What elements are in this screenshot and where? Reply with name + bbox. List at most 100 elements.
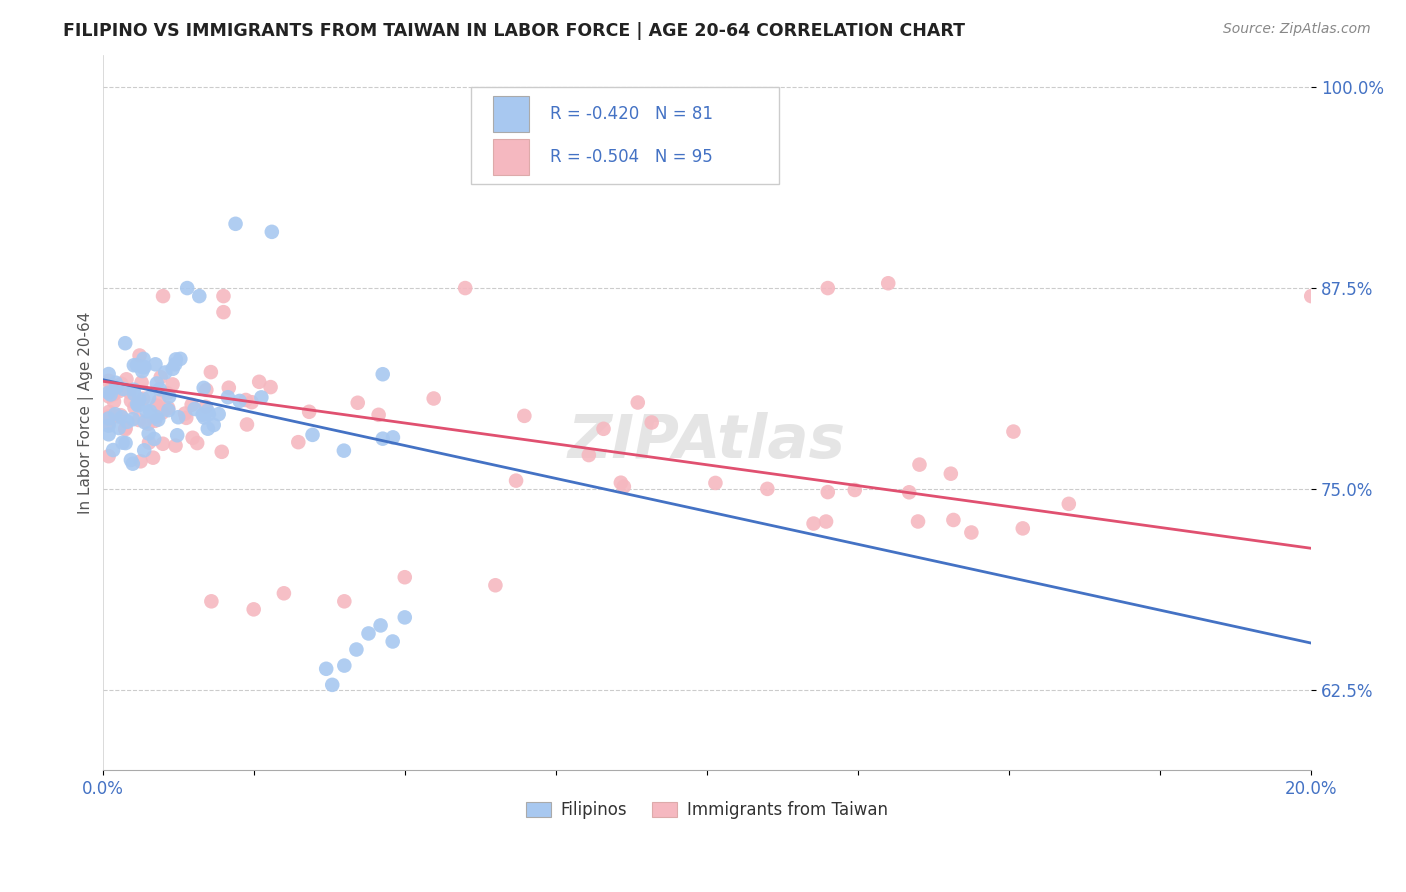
Point xyxy=(122,387,145,401)
Point xyxy=(97,411,120,425)
Point xyxy=(610,475,633,490)
Point xyxy=(641,416,664,430)
Point xyxy=(131,364,153,378)
Point xyxy=(152,436,174,450)
Point xyxy=(149,382,172,396)
Point xyxy=(180,398,202,412)
Point xyxy=(97,417,120,431)
Point xyxy=(236,417,259,432)
Point xyxy=(97,449,120,463)
Point xyxy=(259,380,281,394)
Point xyxy=(97,418,120,433)
Point xyxy=(381,634,404,648)
Point xyxy=(143,414,166,428)
Point xyxy=(247,375,270,389)
Point xyxy=(114,421,136,435)
Point xyxy=(287,435,309,450)
Point xyxy=(134,443,156,458)
Point xyxy=(132,351,155,366)
Point xyxy=(803,516,825,531)
Point xyxy=(260,225,283,239)
Point xyxy=(131,376,153,390)
Point xyxy=(122,358,145,372)
Point xyxy=(138,426,160,441)
Point xyxy=(183,401,205,416)
Point xyxy=(148,393,170,408)
Point xyxy=(97,367,120,381)
Point xyxy=(157,403,180,417)
Legend: Filipinos, Immigrants from Taiwan: Filipinos, Immigrants from Taiwan xyxy=(519,795,894,826)
Point xyxy=(128,349,150,363)
Point xyxy=(101,386,124,401)
Point xyxy=(122,412,145,426)
Point xyxy=(120,393,142,408)
Point xyxy=(939,467,962,481)
Point xyxy=(817,281,839,295)
Point xyxy=(156,386,179,401)
Point xyxy=(198,407,221,421)
Point xyxy=(333,658,356,673)
Point xyxy=(194,400,217,414)
Point xyxy=(627,395,650,409)
Bar xyxy=(494,139,529,175)
Point xyxy=(134,359,156,374)
Point xyxy=(103,394,125,409)
Point xyxy=(898,485,921,500)
Point xyxy=(97,374,120,388)
Point xyxy=(371,432,394,446)
Point xyxy=(108,421,131,435)
Point xyxy=(235,392,257,407)
Point xyxy=(122,383,145,397)
Point xyxy=(176,281,198,295)
Point xyxy=(907,515,929,529)
Point xyxy=(211,445,233,459)
Point xyxy=(165,439,187,453)
Point xyxy=(218,381,240,395)
Point xyxy=(200,594,222,608)
Point xyxy=(118,385,141,400)
Point xyxy=(174,407,197,421)
Point xyxy=(704,475,727,490)
Point xyxy=(188,289,211,303)
Point xyxy=(103,383,125,397)
Point xyxy=(942,513,965,527)
Text: R = -0.420   N = 81: R = -0.420 N = 81 xyxy=(550,105,713,123)
Point xyxy=(105,380,128,394)
Point xyxy=(165,352,187,367)
Point xyxy=(146,399,169,413)
Point xyxy=(107,384,129,399)
Y-axis label: In Labor Force | Age 20-64: In Labor Force | Age 20-64 xyxy=(79,311,94,514)
Point xyxy=(346,396,368,410)
Point xyxy=(381,430,404,444)
Point xyxy=(960,525,983,540)
Point xyxy=(908,458,931,472)
Point xyxy=(132,360,155,375)
Text: R = -0.504   N = 95: R = -0.504 N = 95 xyxy=(550,148,713,166)
Point xyxy=(877,277,900,291)
Point xyxy=(110,408,132,422)
Point xyxy=(97,389,120,403)
Point xyxy=(191,408,214,422)
Point xyxy=(97,409,120,424)
Point xyxy=(166,428,188,442)
Point xyxy=(225,217,247,231)
Point xyxy=(181,431,204,445)
Point xyxy=(371,368,394,382)
Point xyxy=(162,361,184,376)
Point xyxy=(148,412,170,426)
Point xyxy=(217,390,239,404)
Point xyxy=(111,410,134,425)
Point xyxy=(111,435,134,450)
Point xyxy=(152,289,174,303)
Point xyxy=(193,410,215,425)
Point xyxy=(250,391,273,405)
Point xyxy=(114,422,136,436)
Point xyxy=(333,443,356,458)
Text: FILIPINO VS IMMIGRANTS FROM TAIWAN IN LABOR FORCE | AGE 20-64 CORRELATION CHART: FILIPINO VS IMMIGRANTS FROM TAIWAN IN LA… xyxy=(63,22,966,40)
Point xyxy=(121,457,143,471)
Point xyxy=(115,415,138,429)
Point xyxy=(107,409,129,424)
Point xyxy=(149,370,172,384)
Text: Source: ZipAtlas.com: Source: ZipAtlas.com xyxy=(1223,22,1371,37)
Point xyxy=(138,435,160,450)
